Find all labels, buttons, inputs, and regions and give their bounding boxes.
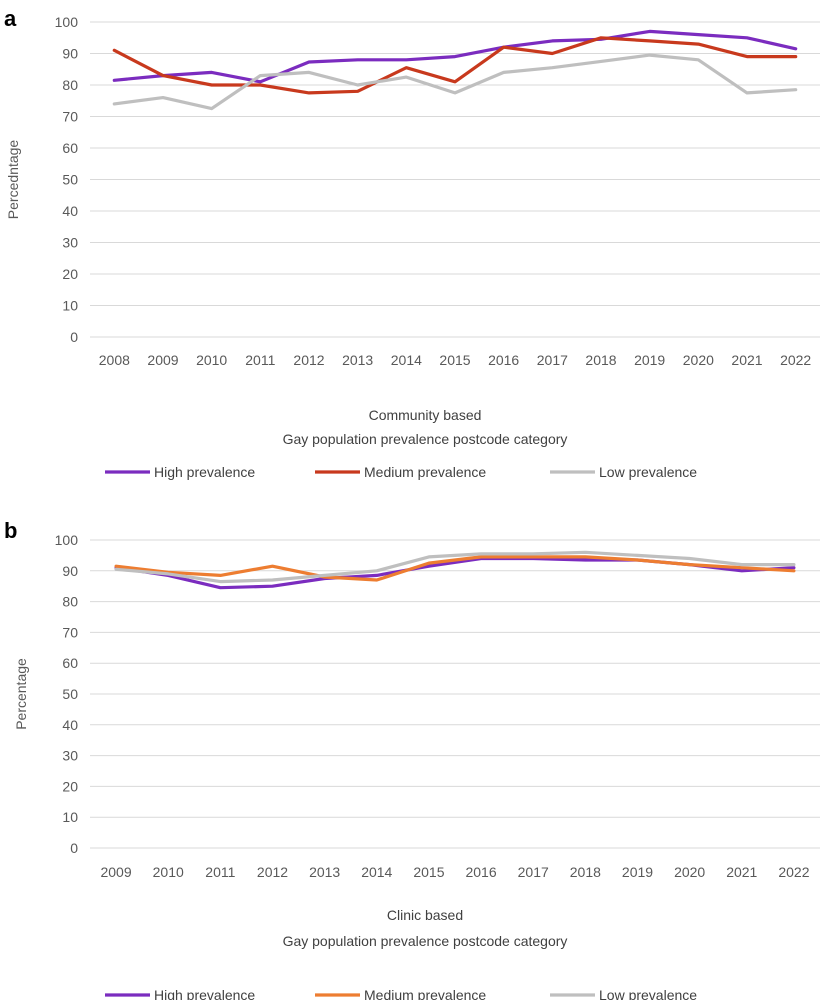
x-tick-label: 2016 — [488, 352, 519, 368]
x-tick-label: 2018 — [570, 864, 601, 880]
x-tick-label: 2008 — [99, 352, 130, 368]
y-tick-label: 0 — [70, 840, 78, 856]
series-line-low-prevalence — [112, 53, 798, 111]
y-tick-label: 100 — [55, 14, 79, 30]
x-tick-label: 2014 — [391, 352, 422, 368]
y-tick-label: 10 — [62, 809, 78, 825]
chart-subtitle: Gay population prevalence postcode categ… — [283, 431, 568, 447]
y-tick-label: 60 — [62, 140, 78, 156]
x-tick-label: 2012 — [257, 864, 288, 880]
x-tick-label: 2021 — [726, 864, 757, 880]
x-tick-label: 2019 — [634, 352, 665, 368]
x-tick-label: 2010 — [196, 352, 227, 368]
y-tick-label: 30 — [62, 748, 78, 764]
x-tick-label: 2020 — [674, 864, 705, 880]
x-tick-label: 2022 — [778, 864, 809, 880]
y-tick-label: 100 — [55, 532, 79, 548]
x-tick-label: 2018 — [585, 352, 616, 368]
legend-label: Medium prevalence — [364, 987, 486, 1000]
y-axis-title: Percedntage — [5, 140, 21, 220]
y-tick-label: 50 — [62, 172, 78, 188]
legend-label: Low prevalence — [599, 987, 697, 1000]
x-tick-label: 2012 — [293, 352, 324, 368]
y-tick-label: 20 — [62, 778, 78, 794]
y-tick-label: 10 — [62, 298, 78, 314]
series-line-medium-prevalence — [112, 36, 798, 95]
chart-panel-a: a 0 10 20 30 40 50 60 70 80 90 100 2008 2009 2010 2011… — [0, 0, 822, 500]
x-tick-label: 2013 — [342, 352, 373, 368]
y-tick-label: 20 — [62, 266, 78, 282]
x-tick-label: 2016 — [465, 864, 496, 880]
y-tick-label: 40 — [62, 717, 78, 733]
x-tick-label: 2022 — [780, 352, 811, 368]
y-tick-label: 90 — [62, 46, 78, 62]
chart-title: Community based — [369, 407, 482, 423]
x-tick-label: 2011 — [245, 352, 275, 368]
x-tick-label: 2014 — [361, 864, 392, 880]
panel-label-a: a — [4, 6, 17, 31]
chart-panel-b: b 0 10 20 30 40 50 60 70 80 90 100 2009 2010 2011 2012… — [0, 510, 822, 1003]
series-line-medium-prevalence — [114, 555, 796, 582]
x-tick-label: 2017 — [518, 864, 549, 880]
series-line-high-prevalence — [112, 29, 798, 84]
legend-label: High prevalence — [154, 987, 255, 1000]
legend-label: High prevalence — [154, 464, 255, 480]
x-tick-label: 2011 — [205, 864, 235, 880]
x-tick-label: 2013 — [309, 864, 340, 880]
y-tick-label: 70 — [62, 109, 78, 125]
x-tick-label: 2009 — [100, 864, 131, 880]
y-tick-label: 30 — [62, 235, 78, 251]
legend-label: Medium prevalence — [364, 464, 486, 480]
x-tick-label: 2020 — [683, 352, 714, 368]
y-tick-label: 60 — [62, 655, 78, 671]
x-tick-label: 2015 — [413, 864, 444, 880]
x-tick-label: 2019 — [622, 864, 653, 880]
chart-subtitle: Gay population prevalence postcode categ… — [283, 933, 568, 949]
y-tick-label: 40 — [62, 203, 78, 219]
x-tick-label: 2009 — [147, 352, 178, 368]
panel-label-b: b — [4, 518, 18, 543]
series-line-low-prevalence — [114, 550, 796, 584]
x-tick-label: 2017 — [537, 352, 568, 368]
series-line-high-prevalence — [114, 556, 796, 590]
y-tick-label: 80 — [62, 77, 78, 93]
legend-label: Low prevalence — [599, 464, 697, 480]
x-tick-label: 2010 — [153, 864, 184, 880]
y-tick-label: 50 — [62, 686, 78, 702]
community-chart: 0 10 20 30 40 50 60 70 80 90 100 2008 2009 2010 2011 20… — [5, 14, 820, 480]
x-tick-label: 2015 — [439, 352, 470, 368]
y-tick-label: 0 — [70, 329, 78, 345]
chart-title: Clinic based — [387, 907, 463, 923]
clinic-chart: 0 10 20 30 40 50 60 70 80 90 100 2009 2010 2011 2012 20… — [13, 532, 820, 1003]
y-tick-label: 80 — [62, 594, 78, 610]
y-tick-label: 70 — [62, 624, 78, 640]
y-tick-label: 90 — [62, 563, 78, 579]
y-axis-title: Percentage — [13, 658, 29, 730]
x-tick-label: 2021 — [731, 352, 762, 368]
